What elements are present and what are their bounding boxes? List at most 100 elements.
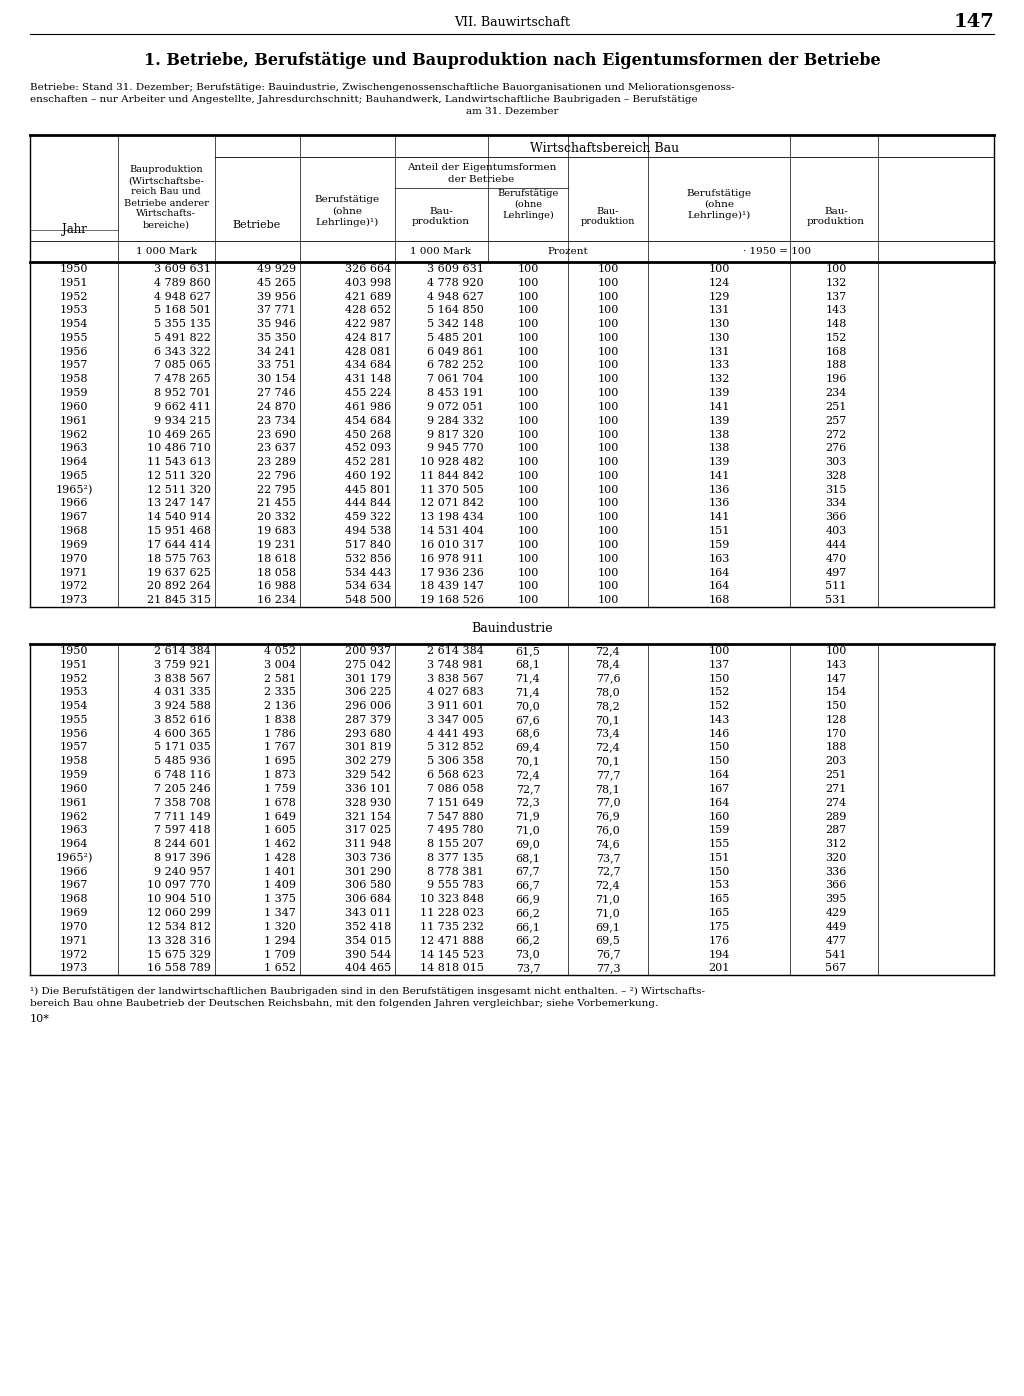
Text: Lehrlinge)¹): Lehrlinge)¹) bbox=[315, 218, 379, 226]
Text: 1966: 1966 bbox=[59, 867, 88, 877]
Text: 13 198 434: 13 198 434 bbox=[420, 512, 484, 522]
Text: 532 856: 532 856 bbox=[345, 554, 391, 564]
Text: 459 322: 459 322 bbox=[345, 512, 391, 522]
Text: 3 609 631: 3 609 631 bbox=[427, 264, 484, 274]
Text: 1 695: 1 695 bbox=[264, 757, 296, 766]
Text: 148: 148 bbox=[825, 320, 847, 329]
Text: 452 281: 452 281 bbox=[345, 456, 391, 468]
Text: 1 462: 1 462 bbox=[264, 839, 296, 849]
Text: 70,1: 70,1 bbox=[516, 757, 541, 766]
Text: 78,0: 78,0 bbox=[596, 687, 621, 697]
Text: 100: 100 bbox=[597, 512, 618, 522]
Text: 100: 100 bbox=[597, 470, 618, 480]
Text: 5 342 148: 5 342 148 bbox=[427, 320, 484, 329]
Text: 72,4: 72,4 bbox=[596, 743, 621, 752]
Text: 72,4: 72,4 bbox=[596, 646, 621, 656]
Text: 71,4: 71,4 bbox=[516, 673, 541, 684]
Text: 1950: 1950 bbox=[59, 646, 88, 656]
Text: 12 511 320: 12 511 320 bbox=[147, 484, 211, 494]
Text: 5 168 501: 5 168 501 bbox=[155, 306, 211, 315]
Text: 306 225: 306 225 bbox=[345, 687, 391, 697]
Text: 100: 100 bbox=[517, 595, 539, 604]
Text: 77,3: 77,3 bbox=[596, 963, 621, 973]
Text: 251: 251 bbox=[825, 402, 847, 412]
Text: 1953: 1953 bbox=[59, 306, 88, 315]
Text: 150: 150 bbox=[709, 673, 730, 684]
Text: 165: 165 bbox=[709, 909, 730, 919]
Text: 1 375: 1 375 bbox=[264, 895, 296, 905]
Text: 1955: 1955 bbox=[59, 332, 88, 343]
Text: 167: 167 bbox=[709, 785, 730, 794]
Text: 301 819: 301 819 bbox=[345, 743, 391, 752]
Text: 287 379: 287 379 bbox=[345, 715, 391, 725]
Text: 1969: 1969 bbox=[59, 540, 88, 550]
Text: bereiche): bereiche) bbox=[142, 221, 189, 229]
Text: 1962: 1962 bbox=[59, 430, 88, 440]
Text: Berufstätige: Berufstätige bbox=[498, 188, 559, 197]
Text: 317 025: 317 025 bbox=[345, 825, 391, 835]
Text: 72,4: 72,4 bbox=[516, 771, 541, 780]
Text: 66,7: 66,7 bbox=[516, 881, 541, 891]
Text: 138: 138 bbox=[709, 444, 730, 454]
Text: 70,1: 70,1 bbox=[596, 757, 621, 766]
Text: 175: 175 bbox=[709, 921, 730, 933]
Text: 68,1: 68,1 bbox=[515, 853, 541, 863]
Text: 1957: 1957 bbox=[59, 743, 88, 752]
Text: 303: 303 bbox=[825, 456, 847, 468]
Text: 61,5: 61,5 bbox=[515, 646, 541, 656]
Text: 165: 165 bbox=[709, 895, 730, 905]
Text: 70,0: 70,0 bbox=[516, 701, 541, 711]
Text: 336: 336 bbox=[825, 867, 847, 877]
Text: 132: 132 bbox=[709, 374, 730, 384]
Text: Berufstätige: Berufstätige bbox=[686, 188, 752, 197]
Text: 422 987: 422 987 bbox=[345, 320, 391, 329]
Text: 5 485 201: 5 485 201 bbox=[427, 332, 484, 343]
Text: 1959: 1959 bbox=[59, 388, 88, 398]
Text: 4 052: 4 052 bbox=[264, 646, 296, 656]
Text: 100: 100 bbox=[597, 444, 618, 454]
Text: 1961: 1961 bbox=[59, 416, 88, 426]
Text: 131: 131 bbox=[709, 306, 730, 315]
Text: 1960: 1960 bbox=[59, 402, 88, 412]
Text: 2 614 384: 2 614 384 bbox=[427, 646, 484, 656]
Text: 73,0: 73,0 bbox=[516, 949, 541, 959]
Text: 276: 276 bbox=[825, 444, 847, 454]
Text: 66,2: 66,2 bbox=[515, 909, 541, 919]
Text: 100: 100 bbox=[597, 568, 618, 578]
Text: 15 951 468: 15 951 468 bbox=[147, 526, 211, 536]
Text: 1973: 1973 bbox=[59, 595, 88, 604]
Text: 100: 100 bbox=[517, 374, 539, 384]
Text: 100: 100 bbox=[517, 292, 539, 302]
Text: 137: 137 bbox=[825, 292, 847, 302]
Text: 3 609 631: 3 609 631 bbox=[155, 264, 211, 274]
Text: 100: 100 bbox=[597, 595, 618, 604]
Text: 100: 100 bbox=[597, 388, 618, 398]
Text: 78,1: 78,1 bbox=[596, 785, 621, 794]
Text: 100: 100 bbox=[517, 264, 539, 274]
Text: 154: 154 bbox=[825, 687, 847, 697]
Text: 328 930: 328 930 bbox=[345, 797, 391, 808]
Text: (Wirtschaftsbe-: (Wirtschaftsbe- bbox=[128, 176, 204, 186]
Text: 274: 274 bbox=[825, 797, 847, 808]
Text: 100: 100 bbox=[597, 484, 618, 494]
Text: 234: 234 bbox=[825, 388, 847, 398]
Text: 3 838 567: 3 838 567 bbox=[427, 673, 484, 684]
Text: 1963: 1963 bbox=[59, 444, 88, 454]
Text: 302 279: 302 279 bbox=[345, 757, 391, 766]
Text: 151: 151 bbox=[709, 853, 730, 863]
Text: · 1950 = 100: · 1950 = 100 bbox=[743, 247, 812, 257]
Text: 1964: 1964 bbox=[59, 456, 88, 468]
Text: 1971: 1971 bbox=[59, 935, 88, 945]
Text: 9 240 957: 9 240 957 bbox=[155, 867, 211, 877]
Text: 10 904 510: 10 904 510 bbox=[147, 895, 211, 905]
Text: 100: 100 bbox=[597, 306, 618, 315]
Text: 1952: 1952 bbox=[59, 673, 88, 684]
Text: 16 234: 16 234 bbox=[257, 595, 296, 604]
Text: 257: 257 bbox=[825, 416, 847, 426]
Text: 100: 100 bbox=[597, 456, 618, 468]
Text: 1 320: 1 320 bbox=[264, 921, 296, 933]
Text: 1 401: 1 401 bbox=[264, 867, 296, 877]
Text: 200 937: 200 937 bbox=[345, 646, 391, 656]
Text: 37 771: 37 771 bbox=[257, 306, 296, 315]
Text: 390 544: 390 544 bbox=[345, 949, 391, 959]
